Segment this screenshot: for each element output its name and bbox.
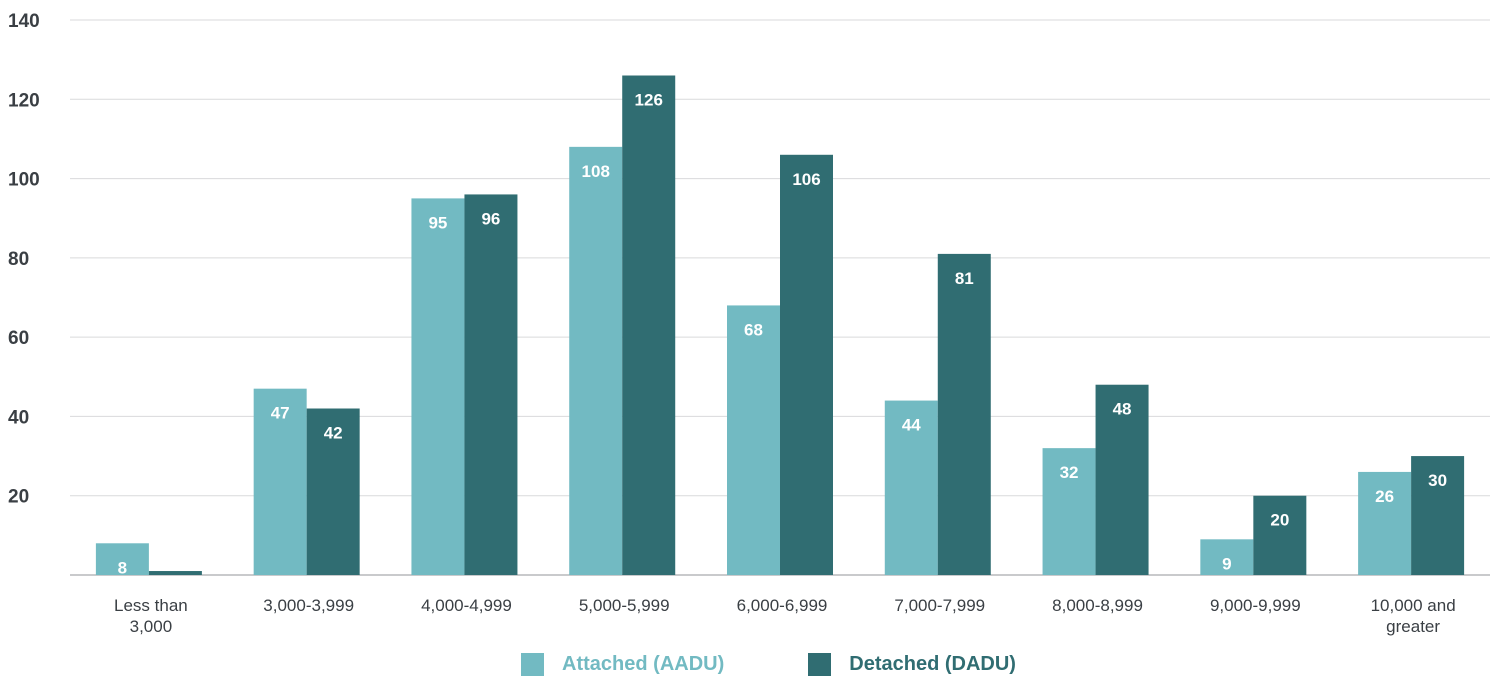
bar-detached [937, 253, 991, 575]
y-tick-label: 80 [8, 249, 29, 270]
legend-label-attached: Attached (AADU) [562, 652, 725, 675]
x-tick-label: 8,000-8,999 [1052, 596, 1143, 615]
bar-detached [1095, 384, 1149, 575]
legend-label-detached: Detached (DADU) [849, 652, 1016, 675]
bar-attached [95, 543, 149, 575]
x-tick-label: 3,000 [130, 617, 173, 636]
legend: Attached (AADU) Detached (DADU) [0, 646, 1497, 682]
y-tick-label: 40 [8, 407, 29, 428]
data-label: 20 [1270, 511, 1289, 530]
bar-detached [464, 194, 518, 575]
bar-detached [148, 571, 202, 575]
bar-detached [306, 408, 360, 575]
y-tick-label: 120 [8, 90, 40, 111]
bar-attached [1042, 448, 1096, 575]
x-tick-label: 5,000-5,999 [579, 596, 670, 615]
y-tick-label: 100 [8, 170, 40, 191]
x-tick-label: 3,000-3,999 [263, 596, 354, 615]
data-label: 47 [271, 404, 290, 423]
y-tick-label: 60 [8, 328, 29, 349]
data-label: 1 [171, 586, 180, 605]
y-tick-label: 20 [8, 487, 29, 508]
data-label: 48 [1113, 400, 1132, 419]
legend-item-detached: Detached (DADU) [808, 652, 1016, 676]
data-label: 81 [955, 269, 974, 288]
x-tick-label: 10,000 and [1371, 596, 1456, 615]
bar-detached [1411, 456, 1465, 575]
data-label: 126 [635, 91, 663, 110]
x-tick-label: 9,000-9,999 [1210, 596, 1301, 615]
data-label: 96 [481, 209, 500, 228]
bar-attached [727, 305, 780, 575]
y-tick-label: 140 [8, 11, 40, 32]
bar-attached [1200, 539, 1254, 575]
data-label: 9 [1222, 554, 1231, 573]
bar-detached [780, 154, 833, 576]
data-label: 26 [1375, 487, 1394, 506]
data-label: 32 [1060, 463, 1079, 482]
data-label: 8 [118, 558, 127, 577]
data-label: 68 [744, 320, 763, 339]
bar-detached [622, 75, 676, 575]
x-tick-label: Less than [114, 596, 188, 615]
data-label: 44 [902, 416, 921, 435]
data-label: 42 [324, 424, 343, 443]
x-tick-label: 7,000-7,999 [894, 596, 985, 615]
bar-attached [411, 198, 465, 575]
data-label: 30 [1428, 471, 1447, 490]
legend-swatch-attached [521, 652, 545, 676]
bar-attached [884, 400, 938, 575]
x-tick-label: 6,000-6,999 [737, 596, 828, 615]
x-tick-label: 4,000-4,999 [421, 596, 512, 615]
bar-detached [1253, 495, 1307, 575]
x-tick-label: greater [1386, 617, 1440, 636]
data-label: 95 [428, 213, 447, 232]
bar-attached [253, 388, 307, 575]
data-label: 108 [582, 162, 610, 181]
data-label: 106 [792, 170, 820, 189]
legend-item-attached: Attached (AADU) [521, 652, 725, 676]
bar-attached [569, 146, 623, 575]
legend-swatch-detached [808, 652, 832, 676]
bar-attached [1358, 471, 1412, 575]
